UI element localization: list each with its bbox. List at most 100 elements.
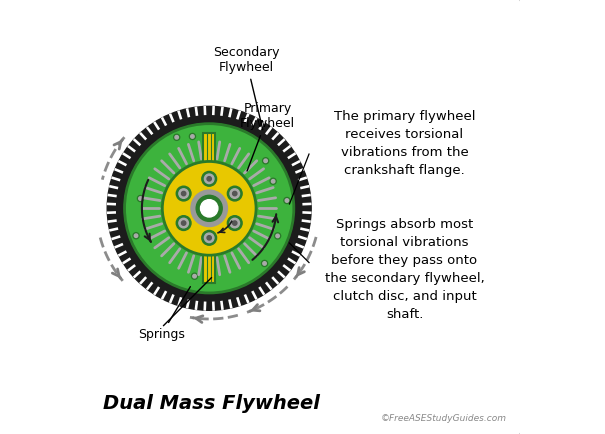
Circle shape — [200, 200, 218, 217]
Polygon shape — [301, 219, 311, 223]
Circle shape — [232, 221, 237, 225]
Polygon shape — [111, 176, 120, 181]
Polygon shape — [114, 243, 123, 249]
Polygon shape — [122, 257, 131, 264]
Text: ©FreeASEStudyGuides.com: ©FreeASEStudyGuides.com — [381, 414, 506, 423]
Circle shape — [162, 161, 256, 255]
Polygon shape — [177, 297, 182, 306]
Circle shape — [272, 180, 275, 183]
Polygon shape — [277, 138, 286, 146]
Circle shape — [263, 262, 266, 265]
Polygon shape — [244, 113, 250, 123]
Circle shape — [182, 191, 186, 196]
Polygon shape — [298, 176, 307, 181]
Polygon shape — [203, 106, 206, 115]
Polygon shape — [301, 194, 311, 197]
Polygon shape — [186, 299, 190, 309]
Circle shape — [218, 247, 224, 253]
Polygon shape — [283, 145, 291, 152]
Polygon shape — [228, 299, 233, 309]
Circle shape — [175, 135, 178, 139]
Polygon shape — [302, 211, 312, 214]
Circle shape — [204, 233, 214, 243]
Circle shape — [196, 195, 222, 221]
Polygon shape — [153, 286, 160, 296]
Circle shape — [275, 233, 281, 239]
Polygon shape — [107, 203, 116, 206]
Circle shape — [220, 248, 223, 252]
Circle shape — [107, 106, 311, 310]
Circle shape — [125, 124, 294, 293]
Polygon shape — [169, 294, 175, 303]
Bar — [203, 250, 215, 283]
Circle shape — [163, 208, 169, 214]
Polygon shape — [109, 227, 119, 232]
Polygon shape — [161, 117, 167, 126]
Polygon shape — [195, 107, 198, 116]
Polygon shape — [258, 286, 266, 296]
Circle shape — [134, 234, 138, 237]
Polygon shape — [283, 264, 291, 272]
Polygon shape — [111, 235, 120, 240]
Text: Primary
Flywheel: Primary Flywheel — [240, 102, 295, 171]
Text: Springs absorb most
torsional vibrations
before they pass onto
the secondary fly: Springs absorb most torsional vibrations… — [325, 217, 485, 321]
Polygon shape — [146, 282, 154, 290]
Circle shape — [207, 236, 211, 240]
Polygon shape — [195, 301, 198, 310]
Polygon shape — [236, 297, 241, 306]
Polygon shape — [203, 302, 206, 311]
Circle shape — [189, 133, 195, 139]
Circle shape — [139, 197, 142, 200]
Text: Springs: Springs — [138, 286, 191, 341]
Circle shape — [230, 218, 240, 228]
Circle shape — [284, 197, 290, 204]
Polygon shape — [212, 106, 215, 115]
Polygon shape — [139, 132, 147, 141]
Polygon shape — [118, 160, 127, 166]
Polygon shape — [220, 107, 224, 116]
Polygon shape — [127, 145, 136, 152]
Polygon shape — [265, 126, 273, 135]
Circle shape — [179, 189, 188, 198]
Circle shape — [164, 209, 168, 213]
Circle shape — [191, 190, 227, 227]
Text: Secondary
Flywheel: Secondary Flywheel — [213, 46, 280, 130]
Polygon shape — [298, 235, 307, 240]
Polygon shape — [292, 250, 301, 257]
Polygon shape — [108, 194, 117, 197]
Circle shape — [137, 195, 143, 201]
Polygon shape — [228, 108, 233, 118]
Circle shape — [227, 186, 242, 201]
Circle shape — [270, 178, 276, 184]
Circle shape — [191, 135, 194, 138]
Polygon shape — [287, 152, 296, 159]
Polygon shape — [153, 121, 160, 130]
Circle shape — [194, 165, 197, 169]
Polygon shape — [258, 121, 266, 130]
Circle shape — [238, 175, 241, 179]
Polygon shape — [292, 160, 301, 166]
Circle shape — [230, 189, 240, 198]
Circle shape — [179, 218, 188, 228]
Polygon shape — [300, 185, 310, 189]
Polygon shape — [300, 227, 310, 232]
Circle shape — [202, 230, 217, 245]
Circle shape — [202, 171, 217, 186]
Polygon shape — [287, 257, 296, 264]
Circle shape — [192, 273, 198, 279]
Circle shape — [192, 164, 198, 170]
Polygon shape — [146, 126, 154, 135]
Polygon shape — [271, 132, 280, 141]
Polygon shape — [109, 185, 119, 189]
Polygon shape — [220, 301, 224, 310]
Polygon shape — [236, 110, 241, 120]
Circle shape — [176, 186, 191, 201]
Polygon shape — [107, 211, 116, 214]
Circle shape — [263, 158, 269, 164]
Polygon shape — [139, 276, 147, 285]
Circle shape — [193, 274, 196, 278]
Circle shape — [237, 174, 243, 180]
Circle shape — [174, 134, 180, 140]
Circle shape — [204, 174, 214, 184]
Polygon shape — [132, 138, 142, 146]
